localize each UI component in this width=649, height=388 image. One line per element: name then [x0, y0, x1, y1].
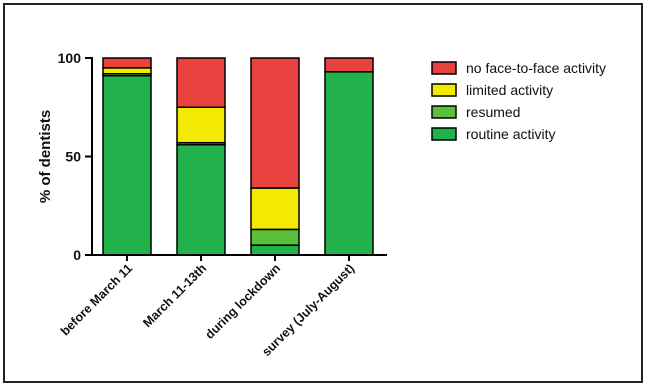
legend-swatch-limited-activity [431, 83, 457, 97]
legend-label-resumed: resumed [466, 104, 520, 120]
y-tick-label: 50 [65, 149, 81, 165]
bar-segment-no-face-to-face-activity [176, 57, 226, 108]
x-tick-label: before March 11 [58, 261, 135, 338]
legend-label-no-face-to-face-activity: no face-to-face activity [466, 60, 606, 76]
legend-swatch-no-face-to-face-activity [431, 61, 457, 75]
legend-label-routine-activity: routine activity [466, 126, 555, 142]
y-axis-label: % of dentists [37, 110, 54, 203]
bar-segment-limited-activity [176, 106, 226, 144]
legend: no face-to-face activity limited activity… [431, 60, 606, 142]
y-tick-label: 0 [73, 247, 81, 263]
x-tick-label: March 11-13th [140, 261, 209, 330]
legend-label-limited-activity: limited activity [466, 82, 553, 98]
bar-segment-no-face-to-face-activity [250, 57, 300, 189]
bar-segment-resumed [250, 228, 300, 246]
bar-segment-routine-activity [324, 71, 374, 256]
bar-segment-limited-activity [102, 67, 152, 75]
y-tick-label: 100 [58, 50, 82, 66]
y-ticks-group: 0 50 100 [58, 50, 92, 263]
x-tick-label: during lockdown [203, 261, 284, 342]
legend-swatch-routine-activity [431, 127, 457, 141]
bar-segment-limited-activity [250, 187, 300, 231]
bar-segment-routine-activity [176, 143, 226, 256]
bars-group [102, 57, 374, 256]
bar-segment-routine-activity [250, 244, 300, 256]
bar-segment-no-face-to-face-activity [324, 57, 374, 73]
bar-segment-no-face-to-face-activity [102, 57, 152, 69]
legend-swatch-resumed [431, 105, 457, 119]
bar-segment-routine-activity [102, 74, 152, 256]
